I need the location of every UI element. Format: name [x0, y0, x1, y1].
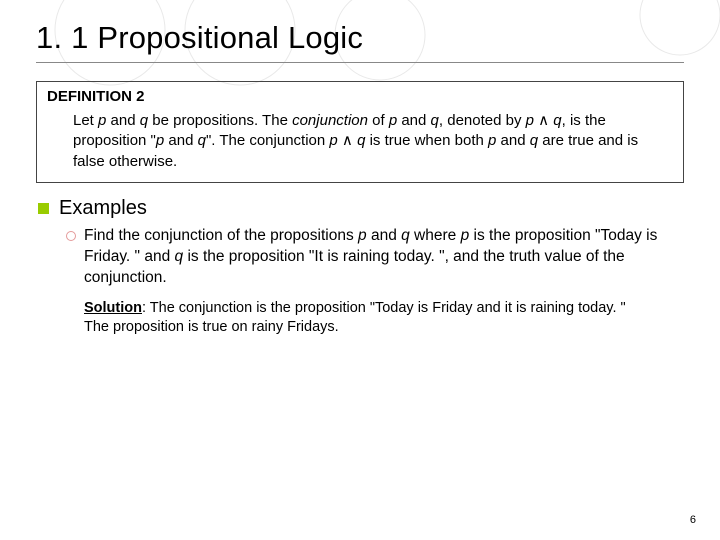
example-text: Find the conjunction of the propositions… [84, 226, 664, 289]
definition-body: Let p and q be propositions. The conjunc… [47, 111, 673, 172]
examples-heading-row: Examples [38, 197, 684, 220]
definition-heading: DEFINITION 2 [47, 88, 673, 105]
solution-body: The conjunction is the proposition "Toda… [84, 300, 626, 336]
example-item: Find the conjunction of the propositions… [66, 226, 684, 289]
examples-label: Examples [59, 197, 147, 220]
square-bullet-icon [38, 203, 49, 214]
solution-label: Solution [84, 300, 142, 316]
circle-bullet-icon [66, 231, 76, 241]
page-title: 1. 1 Propositional Logic [36, 20, 684, 63]
solution-block: Solution: The conjunction is the proposi… [84, 299, 684, 338]
page-number: 6 [690, 514, 696, 526]
definition-box: DEFINITION 2 Let p and q be propositions… [36, 81, 684, 183]
